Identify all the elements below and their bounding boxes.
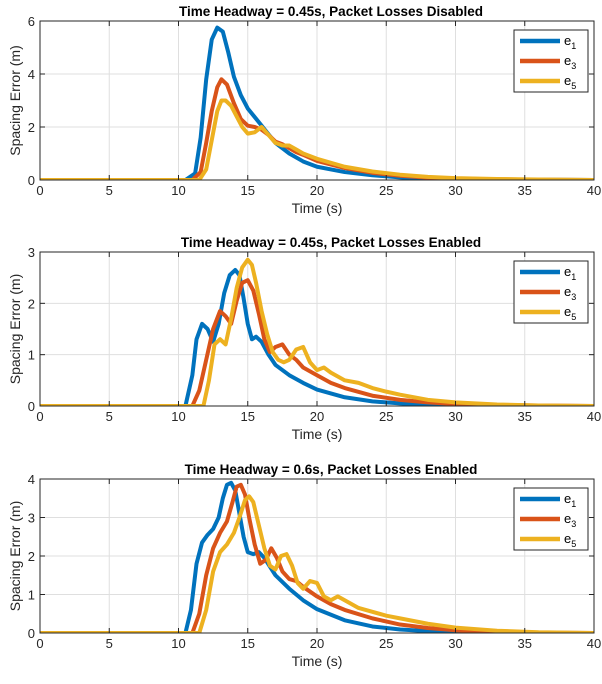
y-axis-label: Spacing Error (m) [7, 274, 23, 384]
chart-panel-1: 0 5 10 15 20 25 30 35 40 0 2 4 6 Time Headway = 0.45s… [7, 4, 601, 216]
chart-panel-3: 0 5 10 15 20 25 30 35 40 0 1 2 3 4 Time Headway = 0.6s… [7, 462, 601, 669]
y-tick-label: 2 [28, 549, 35, 564]
x-tick-label: 20 [310, 409, 324, 424]
y-tick-label: 2 [28, 296, 35, 311]
x-tick-label: 0 [36, 636, 43, 651]
y-axis-label: Spacing Error (m) [7, 501, 23, 611]
x-tick-label: 0 [36, 409, 43, 424]
y-tick-label: 2 [28, 120, 35, 135]
x-tick-label: 40 [587, 409, 601, 424]
y-tick-label: 4 [28, 472, 35, 487]
x-tick-label: 30 [448, 636, 462, 651]
series-line-e5 [40, 257, 594, 406]
series-line-e1 [40, 480, 594, 633]
y-tick-label: 3 [28, 245, 35, 260]
x-tick-label: 5 [106, 183, 113, 198]
chart-title: Time Headway = 0.45s, Packet Losses Disa… [179, 4, 483, 19]
chart-panel-2: 0 5 10 15 20 25 30 35 40 0 1 2 3 Time Headway = 0.45s… [7, 235, 601, 442]
x-tick-label: 35 [518, 409, 532, 424]
x-axis-label: Time (s) [292, 653, 343, 669]
series-line-e1 [40, 267, 594, 406]
x-tick-label: 25 [379, 636, 393, 651]
series-line-e5 [40, 98, 594, 180]
x-tick-label: 35 [518, 636, 532, 651]
y-tick-label: 6 [28, 14, 35, 29]
x-tick-label: 25 [379, 409, 393, 424]
y-tick-label: 0 [28, 626, 35, 641]
y-tick-label: 3 [28, 511, 35, 526]
chart-title: Time Headway = 0.6s, Packet Losses Enabl… [185, 462, 478, 477]
x-tick-label: 40 [587, 636, 601, 651]
y-tick-label: 1 [28, 348, 35, 363]
x-tick-label: 10 [171, 183, 185, 198]
series-line-e3 [40, 482, 594, 633]
x-tick-label: 15 [241, 183, 255, 198]
x-tick-label: 30 [448, 183, 462, 198]
x-tick-label: 15 [241, 636, 255, 651]
x-tick-label: 0 [36, 183, 43, 198]
x-tick-label: 10 [171, 636, 185, 651]
x-tick-label: 40 [587, 183, 601, 198]
y-tick-label: 0 [28, 173, 35, 188]
x-tick-label: 30 [448, 409, 462, 424]
x-axis-label: Time (s) [292, 426, 343, 442]
y-axis-label: Spacing Error (m) [7, 45, 23, 155]
x-tick-label: 35 [518, 183, 532, 198]
y-tick-label: 4 [28, 67, 35, 82]
x-tick-label: 25 [379, 183, 393, 198]
y-tick-label: 0 [28, 399, 35, 414]
y-tick-label: 1 [28, 588, 35, 603]
x-tick-label: 20 [310, 636, 324, 651]
x-tick-label: 10 [171, 409, 185, 424]
x-tick-label: 5 [106, 409, 113, 424]
series-line-e5 [40, 494, 594, 633]
x-tick-label: 20 [310, 183, 324, 198]
x-tick-label: 5 [106, 636, 113, 651]
x-tick-label: 15 [241, 409, 255, 424]
x-axis-label: Time (s) [292, 200, 343, 216]
chart-title: Time Headway = 0.45s, Packet Losses Enab… [181, 235, 481, 250]
